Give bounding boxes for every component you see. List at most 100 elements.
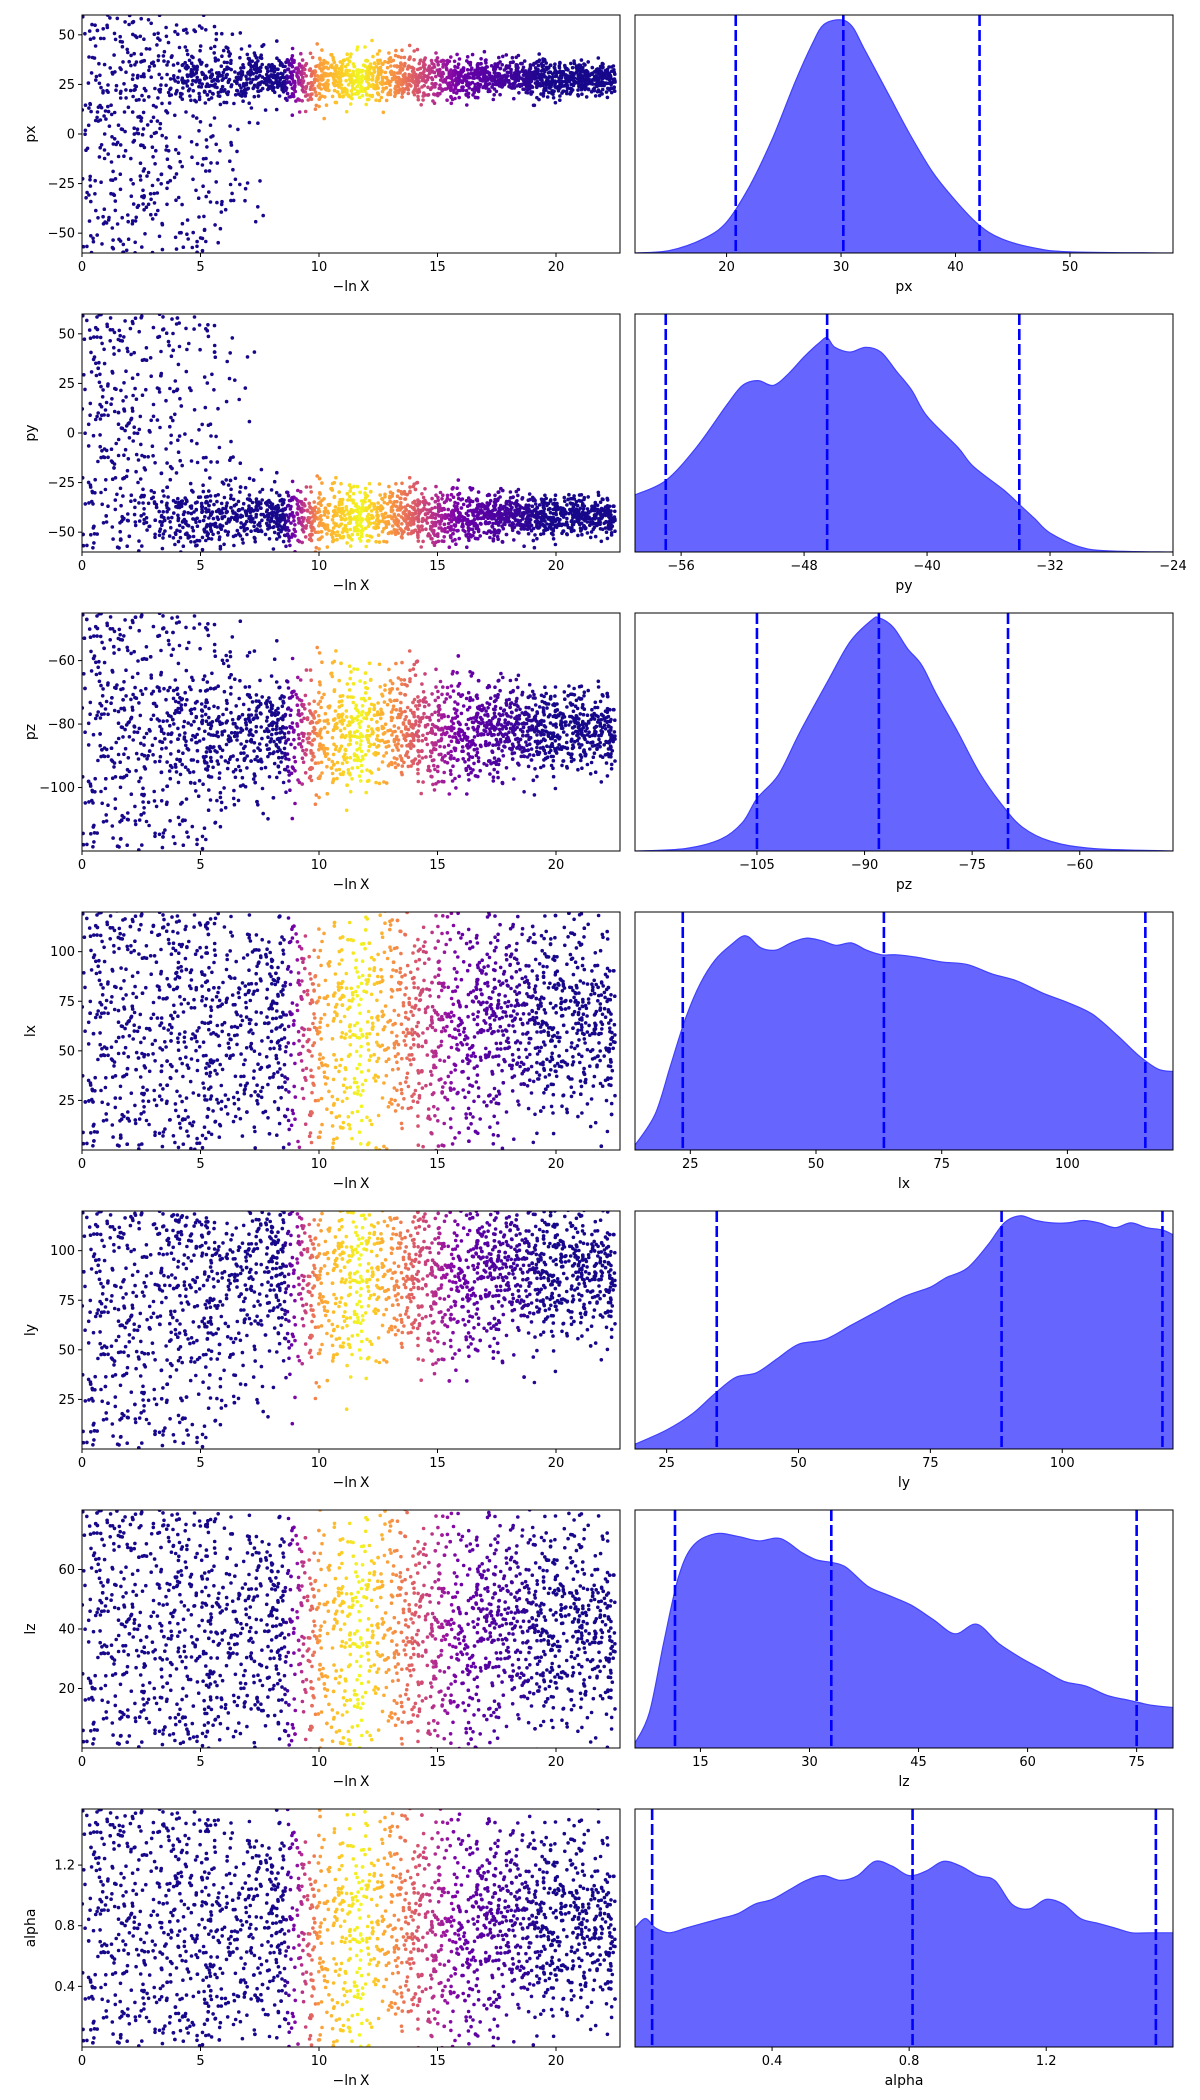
trace-point [210,372,214,377]
trace-point [240,537,245,542]
trace-point [188,481,193,486]
trace-point [133,523,138,528]
trace-point [224,399,229,404]
trace-point [350,84,355,88]
trace-point [192,315,197,319]
trace-point [123,148,128,153]
trace-point [443,516,448,520]
trace-point [335,537,339,542]
trace-point [364,493,368,498]
trace-point [100,449,104,453]
trace-point [214,142,218,147]
trace-point [87,219,92,223]
trace-point [86,422,91,427]
trace-point [426,74,430,78]
trace-point [197,428,201,432]
trace-point [289,521,293,525]
trace-point [399,55,403,60]
trace-point [202,228,207,232]
trace-point [197,215,201,219]
trace-point [287,536,292,540]
trace-point [388,530,392,535]
trace-point [545,83,549,87]
trace-point [129,352,133,357]
trace-point [106,504,110,509]
trace-point [233,476,238,481]
trace-point [181,544,186,548]
trace-point [350,92,355,96]
trace-point [112,345,116,350]
trace-point [97,61,101,66]
trace-point [394,504,399,509]
trace-point [396,54,401,59]
trace-point [532,497,536,501]
trace-point [445,496,450,501]
trace-point [338,514,343,519]
trace-point [540,77,544,81]
trace-point [218,102,223,107]
trace-point [136,131,141,136]
trace-point [596,88,601,92]
trace-point [523,69,528,73]
trace-point [403,509,407,513]
trace-point [106,90,110,94]
trace-point [318,66,322,70]
trace-point [584,95,589,99]
trace-point [496,537,500,541]
trace-point [565,503,569,507]
trace-point [548,510,553,515]
trace-point [239,521,243,525]
trace-point [304,74,309,78]
trace-point [122,82,126,86]
trace-point [459,68,464,72]
trace-point [211,516,216,521]
trace-point [465,103,469,107]
trace-point [369,65,374,70]
trace-point [475,63,480,67]
trace-point [511,83,516,87]
trace-point [139,60,143,64]
trace-point [437,506,442,511]
trace-point [508,496,513,500]
trace-point [451,495,456,500]
trace-point [191,114,195,118]
trace-point [169,441,173,445]
trace-point [287,498,292,503]
trace-point [243,186,248,191]
trace-point [565,84,570,88]
posterior-xtick-label: 50 [1062,260,1079,275]
trace-point [235,519,239,523]
trace-point [375,52,380,56]
trace-point [100,341,104,346]
trace-point [303,67,307,72]
trace-point [236,127,240,132]
trace-point [136,480,140,485]
trace-point [90,22,94,27]
trace-point [251,77,255,82]
trace-point [114,88,118,92]
trace-point [597,517,601,521]
trace-point [465,68,470,72]
trace-point [174,247,179,251]
trace-point [171,389,176,394]
trace-point [596,493,601,498]
trace-point [284,75,289,80]
trace-point [535,95,539,100]
trace-point [570,65,575,70]
trace-point [412,49,417,53]
trace-point [220,84,225,89]
trace-point [168,165,173,170]
trace-point [237,397,241,402]
trace-point [592,525,597,530]
trace-point [118,239,123,243]
trace-point [456,73,461,77]
trace-point [269,488,274,492]
trace-point [503,516,508,520]
trace-point [181,245,186,249]
trace-point [456,65,460,70]
trace-point [585,70,590,74]
trace-point [109,191,113,196]
trace-point [82,177,85,181]
trace-point [123,129,127,134]
trace-point [369,489,373,494]
